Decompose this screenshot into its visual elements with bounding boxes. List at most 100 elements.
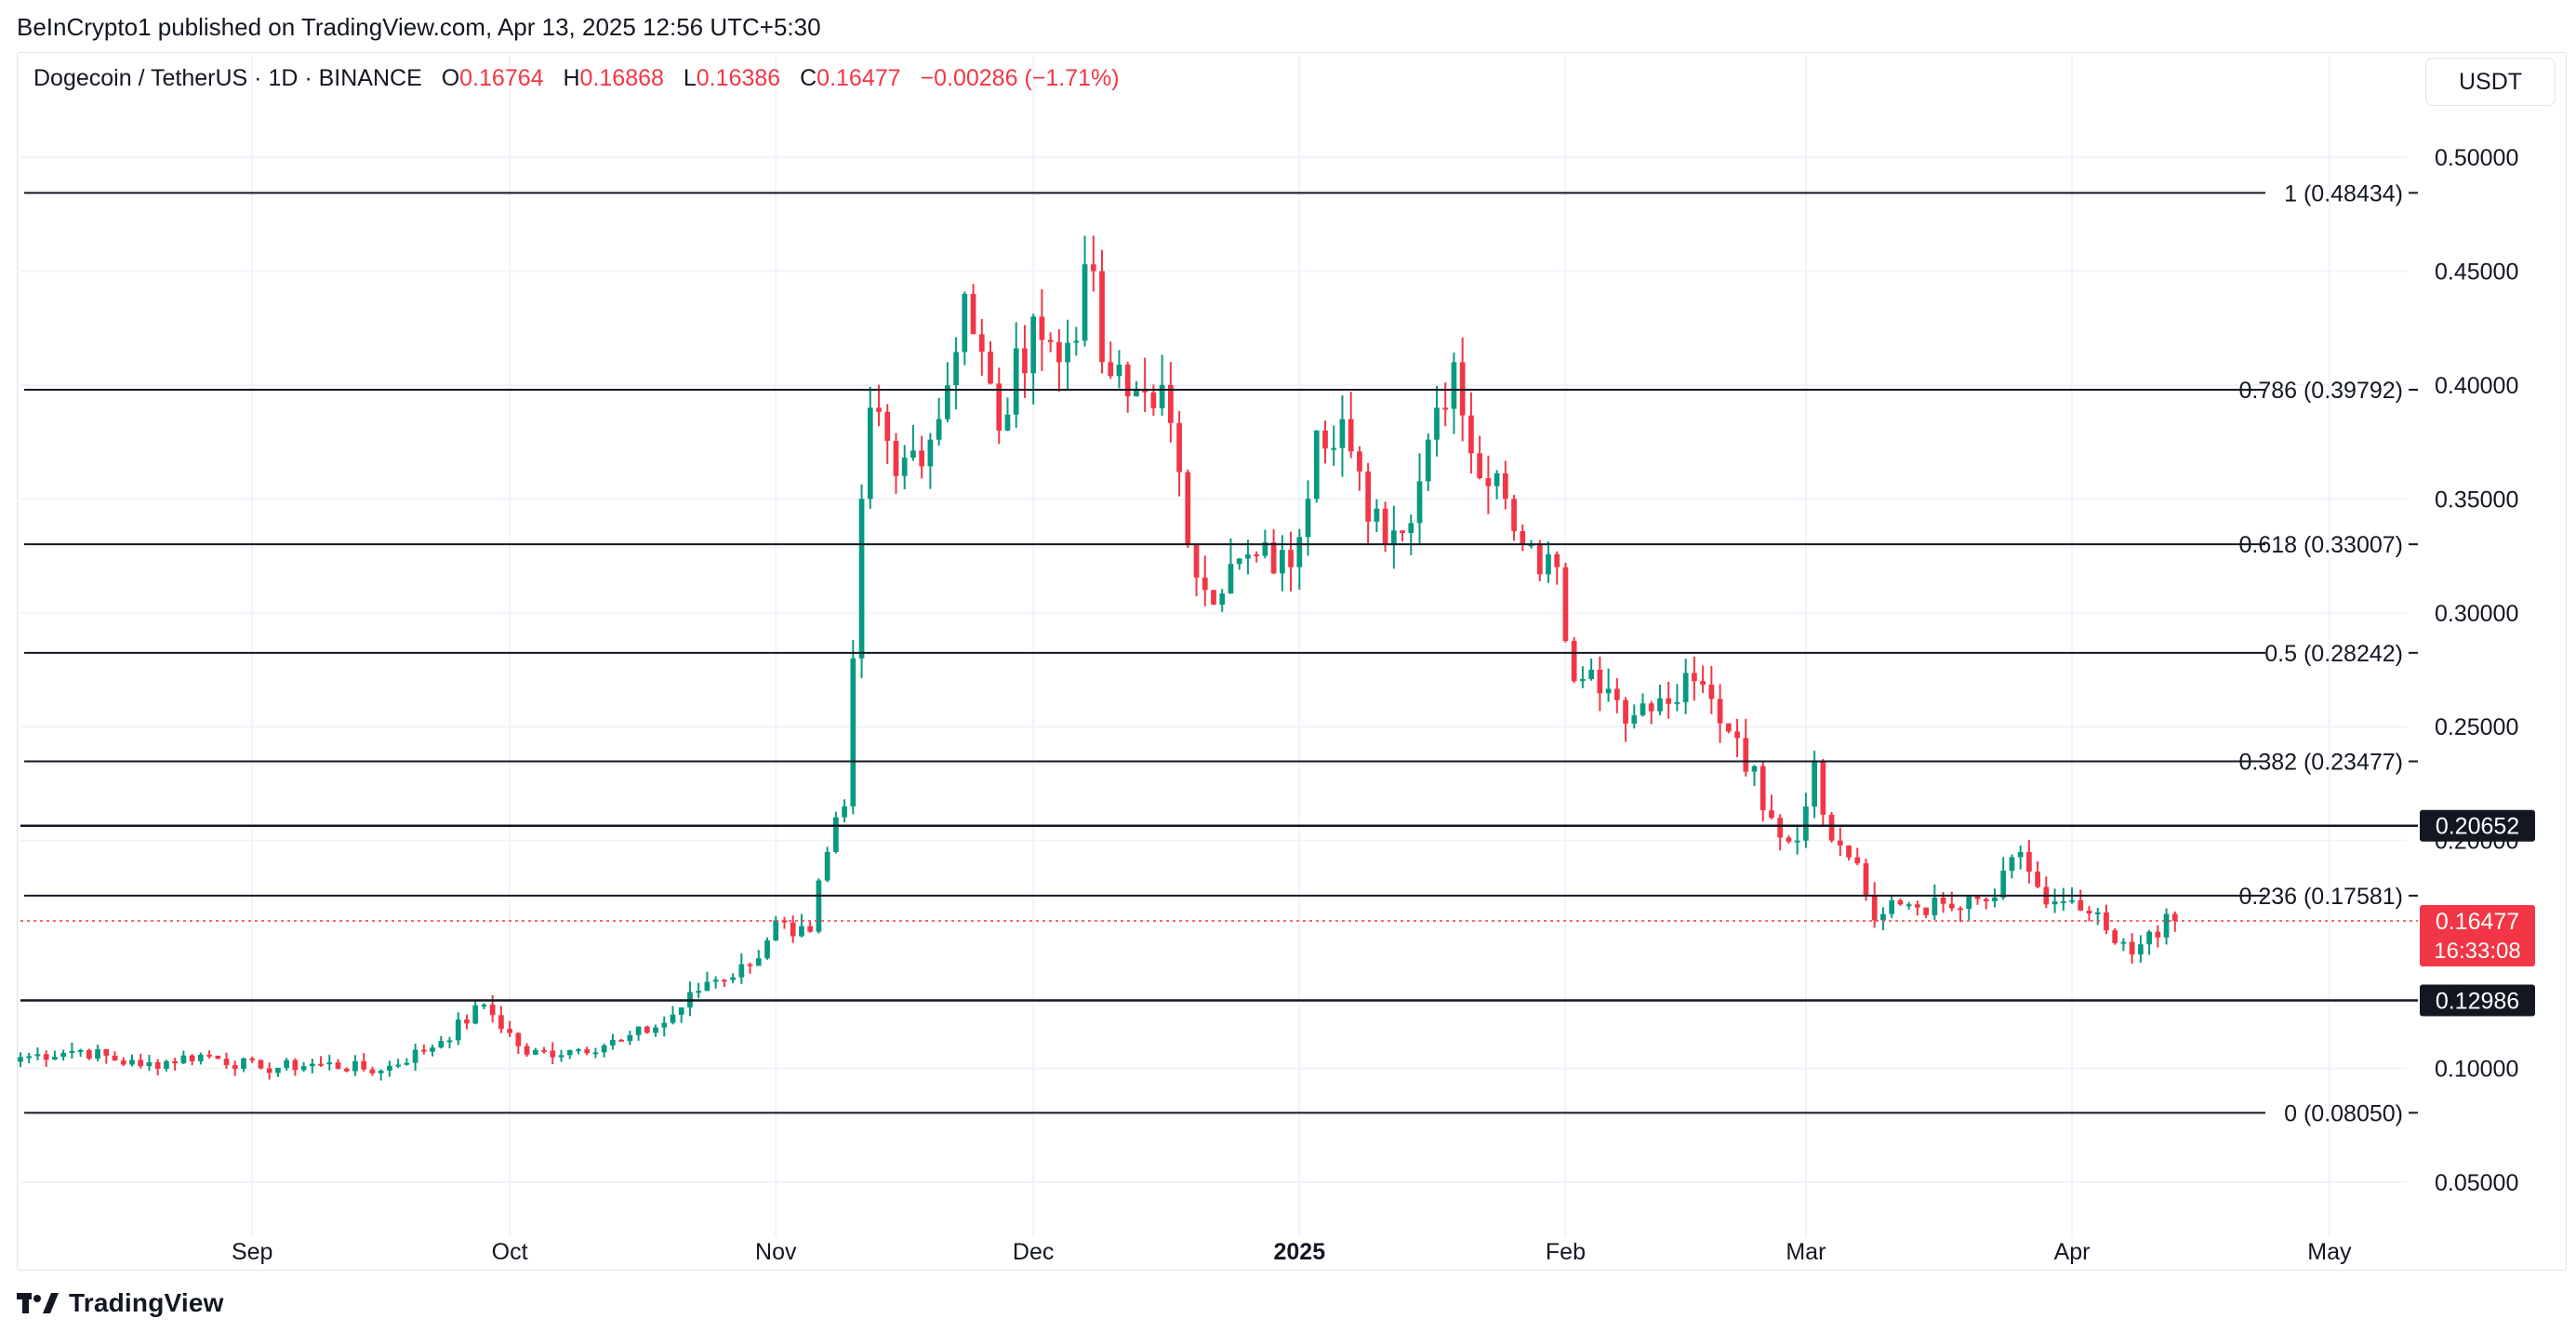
candle-body xyxy=(1863,863,1869,895)
candle-body xyxy=(361,1060,367,1070)
candle-body xyxy=(1116,364,1122,377)
candle-body xyxy=(284,1059,289,1068)
candle-body xyxy=(1228,564,1234,594)
candle-body xyxy=(1974,896,1981,899)
tradingview-brand: TradingView xyxy=(69,1288,224,1317)
candle-body xyxy=(2026,851,2032,872)
candle-body xyxy=(712,979,719,982)
candle-body xyxy=(1794,840,1800,843)
candle-body xyxy=(1099,271,1105,363)
candle-body xyxy=(1030,316,1037,374)
candle-body xyxy=(129,1059,135,1065)
candle-body xyxy=(2078,899,2084,911)
high-label: H xyxy=(563,65,580,91)
candle-body xyxy=(1631,714,1638,724)
candle-body xyxy=(498,1015,504,1030)
candle-body xyxy=(387,1065,392,1072)
candle-body xyxy=(722,979,727,982)
y-tick-label: 0.35000 xyxy=(2435,486,2518,513)
candle-body xyxy=(2120,941,2127,944)
candle-body xyxy=(1588,670,1594,679)
candle-body xyxy=(1167,384,1174,423)
candle-body xyxy=(988,352,993,384)
tradingview-logo[interactable]: TradingView xyxy=(17,1287,224,1319)
candle-body xyxy=(1812,760,1817,807)
candle-body xyxy=(1305,499,1311,538)
candle-body xyxy=(1082,264,1088,341)
candle-body xyxy=(1270,542,1277,574)
candle-body xyxy=(103,1048,110,1056)
candle-body xyxy=(1047,340,1054,342)
candle-body xyxy=(1408,523,1414,534)
symbol-title[interactable]: Dogecoin / TetherUS · 1D · BINANCE xyxy=(33,65,422,91)
candle-body xyxy=(455,1019,461,1041)
y-tick-label: 0.50000 xyxy=(2435,145,2518,171)
candle-body xyxy=(858,499,865,659)
price-badge xyxy=(2420,809,2535,842)
close-value: 0.16477 xyxy=(817,65,901,91)
candle-body xyxy=(249,1058,256,1060)
candle-body xyxy=(43,1054,49,1060)
candle-body xyxy=(764,940,770,959)
candle-body xyxy=(1279,550,1285,574)
candle-body xyxy=(1528,544,1534,547)
candle-body xyxy=(1245,554,1251,559)
candle-body xyxy=(1803,806,1809,841)
candle-body xyxy=(2171,913,2178,921)
close-label: C xyxy=(800,65,817,91)
open-value: 0.16764 xyxy=(459,65,544,91)
candle-body xyxy=(704,981,710,992)
y-tick-label: 0.40000 xyxy=(2435,373,2518,399)
candle-body xyxy=(1562,566,1569,641)
candle-body xyxy=(1880,913,1886,921)
candles xyxy=(18,235,2178,1081)
candle-body xyxy=(112,1055,118,1061)
candle-body xyxy=(824,851,830,881)
candle-body xyxy=(610,1039,616,1046)
candle-body xyxy=(2052,901,2058,905)
candle-body xyxy=(515,1032,522,1046)
fib-level-label: 0.786 (0.39792) xyxy=(2238,378,2403,404)
candle-body xyxy=(1348,419,1354,452)
candle-body xyxy=(326,1062,333,1065)
candle-body xyxy=(1605,688,1612,694)
candle-body xyxy=(446,1040,453,1043)
price-badge-label: 0.20652 xyxy=(2436,814,2519,840)
y-tick-label: 0.45000 xyxy=(2435,259,2518,285)
candle-body xyxy=(592,1052,599,1055)
high-value: 0.16868 xyxy=(579,65,664,91)
candle-body xyxy=(2146,931,2152,945)
candle-body xyxy=(2094,912,2101,914)
candle-body xyxy=(1623,699,1628,724)
candle-body xyxy=(1313,430,1320,500)
y-tick-label: 0.10000 xyxy=(2435,1057,2518,1083)
candle-body xyxy=(26,1056,33,1059)
candle-body xyxy=(816,880,822,932)
candle-body xyxy=(1777,818,1784,838)
candle-body xyxy=(481,1005,487,1006)
candle-body xyxy=(755,958,762,966)
candle-body xyxy=(258,1059,264,1069)
candle-body xyxy=(893,440,899,476)
candle-body xyxy=(1211,590,1216,606)
candle-body xyxy=(232,1065,238,1070)
candle-body xyxy=(1751,766,1758,772)
candle-body xyxy=(378,1071,384,1073)
currency-button[interactable]: USDT xyxy=(2425,58,2556,106)
candle-body xyxy=(300,1066,307,1071)
candle-body xyxy=(747,964,753,966)
candle-body xyxy=(1073,340,1080,343)
candle-body xyxy=(1065,342,1070,363)
candle-body xyxy=(807,926,814,932)
x-tick-label: Oct xyxy=(492,1239,528,1265)
candle-body xyxy=(1236,558,1242,565)
candle-body xyxy=(2035,872,2040,887)
candle-body xyxy=(1871,894,1878,921)
price-badge xyxy=(2420,984,2535,1017)
candle-body xyxy=(60,1052,67,1058)
candle-body xyxy=(1219,593,1226,606)
candle-body xyxy=(1854,857,1861,864)
candle-body xyxy=(576,1049,581,1052)
last-price-label: 0.16477 xyxy=(2436,909,2519,935)
